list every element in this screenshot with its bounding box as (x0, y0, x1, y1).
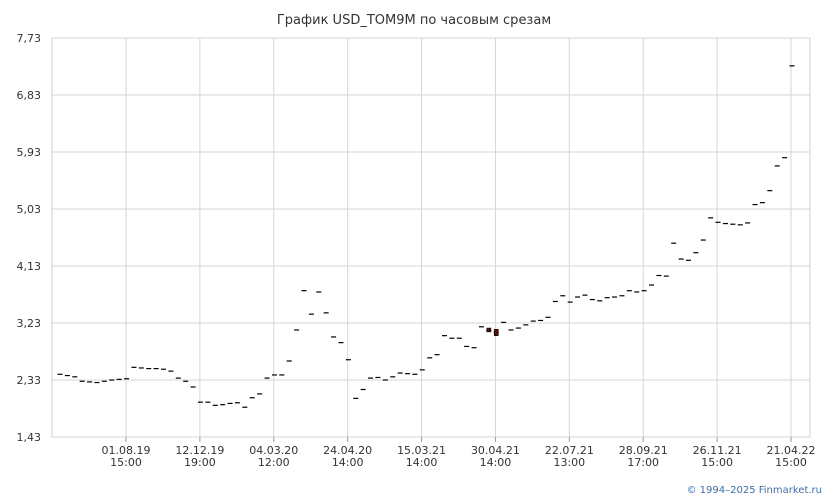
y-tick-label: 4,13 (17, 260, 42, 273)
y-tick-label: 3,23 (17, 317, 42, 330)
x-tick-time: 12:00 (258, 456, 290, 469)
x-tick-date: 12.12.19 (175, 444, 224, 457)
y-tick-label: 5,03 (17, 203, 42, 216)
candles (57, 65, 795, 408)
x-tick-time: 13:00 (553, 456, 585, 469)
candle-body (486, 327, 492, 333)
y-tick-label: 6,83 (17, 89, 42, 102)
chart-title: График USD_TOM9M по часовым срезам (277, 13, 551, 28)
copyright-text[interactable]: © 1994–2025 Finmarket.ru (686, 485, 822, 496)
plot-area (51, 37, 811, 438)
x-tick-date: 22.07.21 (545, 444, 594, 457)
x-tick-time: 17:00 (627, 456, 659, 469)
x-tick-time: 15:00 (701, 456, 733, 469)
x-tick-date: 15.03.21 (397, 444, 446, 457)
x-tick-time: 15:00 (775, 456, 807, 469)
axes: 7,73 6,83 5,93 5,03 4,13 3,23 2,33 1,43 01.08.19… (17, 32, 816, 469)
y-tick-label: 1,43 (17, 431, 42, 444)
x-tick-time: 14:00 (406, 456, 438, 469)
y-tick-label: 2,33 (17, 374, 42, 387)
x-tick-date: 21.04.22 (767, 444, 816, 457)
x-tick-time: 14:00 (332, 456, 364, 469)
candle-body (493, 329, 499, 336)
x-tick-time: 19:00 (184, 456, 216, 469)
x-tick-date: 28.09.21 (619, 444, 668, 457)
x-tick-time: 14:00 (480, 456, 512, 469)
y-tick-label: 5,93 (17, 146, 42, 159)
x-tick-date: 30.04.21 (471, 444, 520, 457)
x-tick-date: 04.03.20 (249, 444, 298, 457)
x-tick-time: 15:00 (110, 456, 142, 469)
x-tick-date: 24.04.20 (323, 444, 372, 457)
y-tick-label: 7,73 (17, 32, 42, 45)
grid (51, 37, 811, 438)
x-tick-date: 26.11.21 (693, 444, 742, 457)
x-tick-date: 01.08.19 (102, 444, 151, 457)
